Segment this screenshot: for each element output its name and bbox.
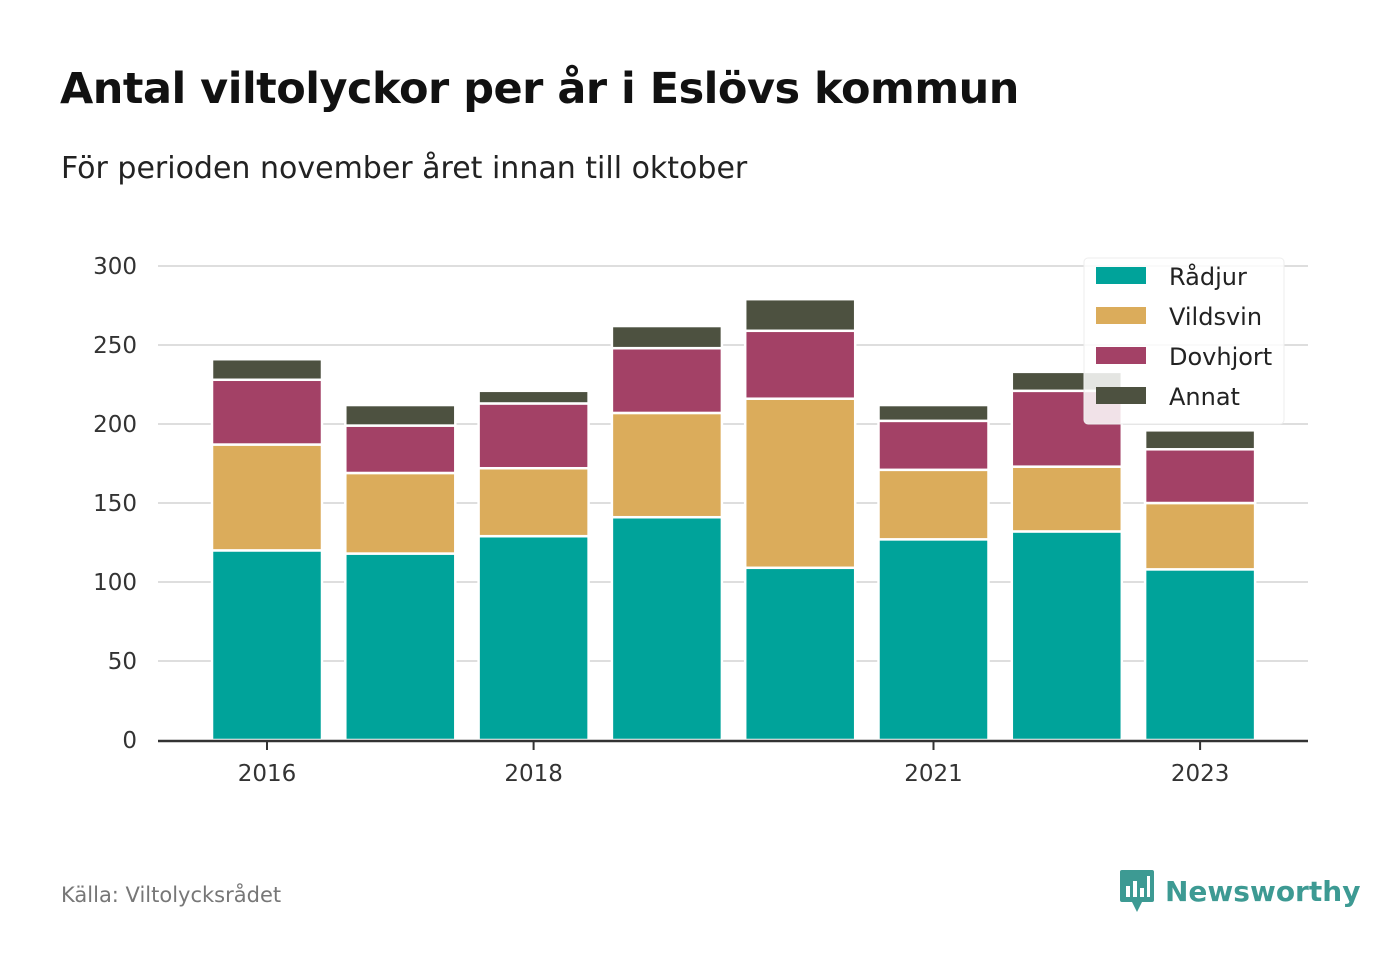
bar-segment — [610, 515, 724, 742]
chart-title: Antal viltolyckor per år i Eslövs kommun — [60, 64, 1019, 114]
x-axis: 2016 2018 2021 2023 — [158, 739, 1308, 787]
x-tick-label: 2018 — [504, 761, 563, 787]
legend-box — [1083, 257, 1285, 425]
legend: Rådjur Vildsvin Dovhjort Annat — [1083, 257, 1285, 425]
brand-name: Newsworthy — [1165, 874, 1361, 908]
bar-segment — [344, 403, 457, 427]
bar-segment — [743, 397, 857, 570]
bar-stack — [877, 403, 990, 742]
legend-label: Annat — [1169, 383, 1240, 411]
y-tick-label: 300 — [93, 254, 137, 280]
bar-segment — [610, 324, 724, 350]
bar-segment — [210, 357, 324, 382]
legend-swatch — [1096, 267, 1146, 284]
legend-label: Vildsvin — [1169, 303, 1262, 331]
y-tick-label: 250 — [93, 333, 137, 359]
x-tick-label: 2021 — [904, 761, 963, 787]
bar-segment — [877, 419, 990, 472]
bar-segment — [344, 471, 457, 555]
bar-segment — [344, 424, 457, 475]
bar-segment — [210, 549, 324, 742]
brand-logo: Newsworthy — [1118, 868, 1360, 914]
bar-segment — [1143, 448, 1257, 505]
y-tick-label: 50 — [108, 649, 137, 675]
y-tick-label: 150 — [93, 491, 137, 517]
source-note: Källa: Viltolycksrådet — [61, 883, 282, 907]
bar-stack — [344, 403, 457, 742]
bar-segment — [877, 403, 990, 423]
bar-segment — [610, 411, 724, 519]
newsworthy-logo-icon — [1120, 870, 1154, 912]
bar-segment — [344, 552, 457, 742]
bar-segment — [477, 466, 590, 538]
bar-segment — [877, 538, 990, 742]
legend-swatch — [1096, 307, 1146, 324]
x-tick-label: 2023 — [1171, 761, 1230, 787]
bar-stack — [1010, 370, 1124, 742]
bar-segment — [477, 534, 590, 742]
stacked-bar-chart: 0 50 100 150 200 250 300 2016 2018 2021 2023 Rådj… — [93, 254, 1308, 787]
legend-label: Rådjur — [1169, 262, 1247, 291]
bar-stack — [610, 324, 724, 742]
y-axis: 0 50 100 150 200 250 300 — [93, 254, 137, 754]
y-tick-label: 200 — [93, 412, 137, 438]
bar-segment — [1010, 530, 1124, 742]
bar-segment — [743, 566, 857, 742]
bar-stack — [477, 389, 590, 742]
bar-segment — [743, 297, 857, 333]
bar-segment — [743, 329, 857, 400]
bar-segment — [477, 402, 590, 470]
bar-segment — [210, 378, 324, 446]
bar-stack — [1143, 429, 1257, 742]
bar-segment — [1143, 501, 1257, 571]
y-tick-label: 0 — [122, 728, 137, 754]
legend-label: Dovhjort — [1169, 343, 1272, 371]
bar-segment — [1143, 568, 1257, 742]
bar-stack — [743, 297, 857, 742]
chart-subtitle: För perioden november året innan till ok… — [61, 151, 748, 186]
legend-swatch — [1096, 387, 1146, 404]
bar-stack — [210, 357, 324, 742]
legend-swatch — [1096, 347, 1146, 364]
bar-segment — [877, 468, 990, 541]
x-tick-label: 2016 — [238, 761, 297, 787]
bar-segment — [1143, 429, 1257, 451]
bar-segment — [1010, 465, 1124, 533]
bar-segment — [477, 389, 590, 405]
y-tick-label: 100 — [93, 570, 137, 596]
bar-segment — [610, 346, 724, 415]
bar-segment — [210, 443, 324, 552]
